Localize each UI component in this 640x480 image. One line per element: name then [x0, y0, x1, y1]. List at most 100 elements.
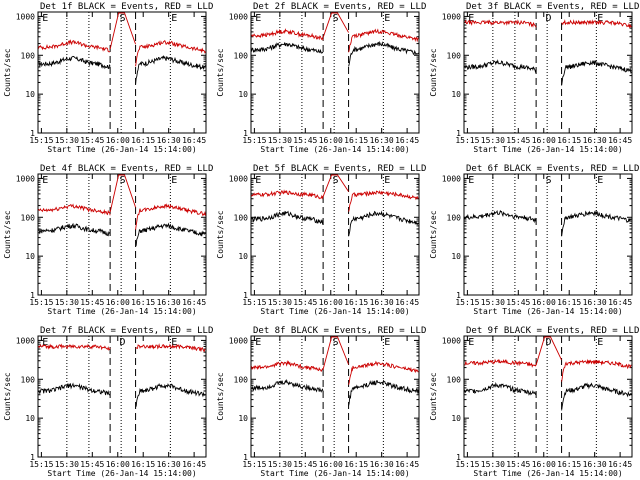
y-tick-label: 1000	[16, 336, 35, 345]
y-tick-label: 1	[30, 129, 35, 138]
series-lld-spike	[322, 174, 349, 197]
series-events-line	[464, 209, 537, 224]
marker-letter: E	[255, 13, 261, 24]
marker-letter: E	[42, 337, 48, 348]
panel-title: Det 5f BLACK = Events, RED = LLD	[253, 164, 426, 174]
marker-letter: E	[42, 175, 48, 186]
marker-letter: S	[545, 175, 551, 186]
x-tick-label: 16:45	[395, 298, 419, 307]
panel-det-9: Det 9f BLACK = Events, RED = LLD 1 10 100 10…	[429, 326, 639, 478]
y-tick-label: 100	[21, 213, 36, 222]
series-events-line	[38, 55, 111, 70]
series-events-line	[561, 59, 632, 86]
y-tick-label: 10	[25, 252, 35, 261]
series-events-line	[348, 379, 419, 406]
x-tick-label: 16:00	[532, 460, 556, 469]
marker-letter: E	[384, 13, 390, 24]
x-tick-label: 16:15	[131, 136, 155, 145]
x-tick-label: 15:15	[242, 298, 266, 307]
series-events-line	[348, 210, 419, 237]
x-tick-label: 16:30	[370, 298, 394, 307]
y-axis-label: Counts/sec	[216, 372, 225, 420]
y-tick-label: 1000	[16, 174, 35, 183]
panel-det-6: Det 6f BLACK = Events, RED = LLD 1 10 100 10…	[429, 164, 639, 316]
series-lld-line	[348, 28, 419, 53]
y-axis-label: Counts/sec	[216, 210, 225, 258]
y-tick-label: 100	[447, 51, 462, 60]
series-lld-spike	[322, 336, 349, 370]
series-events-line	[135, 222, 206, 247]
panel-det-1: Det 1f BLACK = Events, RED = LLD 1 10 100 10…	[3, 2, 213, 154]
x-tick-label: 16:30	[583, 136, 607, 145]
x-tick-label: 16:15	[344, 136, 368, 145]
x-tick-label: 15:15	[29, 298, 53, 307]
x-tick-label: 16:00	[319, 136, 343, 145]
series-lld-line	[38, 39, 111, 53]
x-axis-label: Start Time (26-Jan-14 15:14:00)	[260, 307, 409, 316]
x-axis-label: Start Time (26-Jan-14 15:14:00)	[47, 145, 196, 154]
panel-det-3: Det 3f BLACK = Events, RED = LLD 1 10 100 10…	[429, 2, 639, 154]
y-tick-label: 10	[238, 252, 248, 261]
plot-frame	[463, 11, 633, 134]
series-events-line	[38, 222, 111, 237]
x-tick-label: 16:15	[131, 298, 155, 307]
marker-letter: D	[119, 337, 125, 348]
marker-letter: E	[171, 13, 177, 24]
y-tick-label: 10	[238, 414, 248, 423]
y-axis-label: Counts/sec	[429, 48, 438, 96]
series-lld-line	[38, 343, 111, 351]
x-tick-label: 16:30	[157, 136, 181, 145]
x-tick-label: 16:00	[319, 460, 343, 469]
x-tick-label: 15:45	[293, 136, 317, 145]
marker-letter: E	[468, 175, 474, 186]
series-lld-line	[251, 28, 324, 41]
x-tick-label: 15:45	[293, 298, 317, 307]
x-tick-label: 16:15	[557, 136, 581, 145]
y-tick-label: 1	[30, 291, 35, 300]
x-axis-label: Start Time (26-Jan-14 15:14:00)	[260, 145, 409, 154]
x-tick-label: 16:30	[583, 460, 607, 469]
x-tick-label: 16:15	[344, 460, 368, 469]
series-lld-spike	[109, 12, 137, 50]
y-tick-label: 1000	[16, 12, 35, 21]
series-events-line	[38, 382, 111, 396]
panel-title: Det 9f BLACK = Events, RED = LLD	[466, 326, 639, 336]
y-tick-label: 100	[234, 375, 249, 384]
x-tick-label: 15:30	[481, 460, 505, 469]
y-tick-label: 1	[456, 453, 461, 462]
x-tick-label: 15:45	[80, 136, 104, 145]
x-tick-label: 15:45	[80, 298, 104, 307]
y-tick-label: 1	[30, 453, 35, 462]
series-lld-line	[251, 360, 324, 373]
series-lld-spike	[322, 12, 349, 38]
x-tick-label: 15:45	[293, 460, 317, 469]
panel-title: Det 7f BLACK = Events, RED = LLD	[40, 326, 213, 336]
panel-title: Det 1f BLACK = Events, RED = LLD	[40, 2, 213, 12]
y-tick-label: 1	[243, 129, 248, 138]
y-tick-label: 10	[451, 90, 461, 99]
panel-det-2: Det 2f BLACK = Events, RED = LLD 1 10 100 10…	[216, 2, 426, 154]
x-tick-label: 15:45	[506, 136, 530, 145]
series-events-line	[135, 54, 206, 84]
x-axis-label: Start Time (26-Jan-14 15:14:00)	[47, 307, 196, 316]
series-lld-spike	[535, 336, 562, 366]
panel-det-5: Det 5f BLACK = Events, RED = LLD 1 10 100 10…	[216, 164, 426, 316]
panel-det-4: Det 4f BLACK = Events, RED = LLD 1 10 100 10…	[3, 164, 213, 316]
panel-det-8: Det 8f BLACK = Events, RED = LLD 1 10 100 10…	[216, 326, 426, 478]
y-tick-label: 10	[25, 90, 35, 99]
x-axis-label: Start Time (26-Jan-14 15:14:00)	[47, 469, 196, 478]
x-tick-label: 15:45	[506, 460, 530, 469]
series-events-line	[251, 210, 324, 225]
x-tick-label: 16:30	[370, 460, 394, 469]
series-lld-line	[464, 358, 537, 368]
marker-letter: E	[597, 13, 603, 24]
x-tick-label: 15:15	[455, 136, 479, 145]
marker-letter: E	[255, 337, 261, 348]
marker-letter: E	[384, 337, 390, 348]
panel-title: Det 4f BLACK = Events, RED = LLD	[40, 164, 213, 174]
y-tick-label: 100	[447, 375, 462, 384]
x-tick-label: 16:15	[557, 460, 581, 469]
x-tick-label: 15:15	[242, 136, 266, 145]
x-tick-label: 16:30	[157, 460, 181, 469]
